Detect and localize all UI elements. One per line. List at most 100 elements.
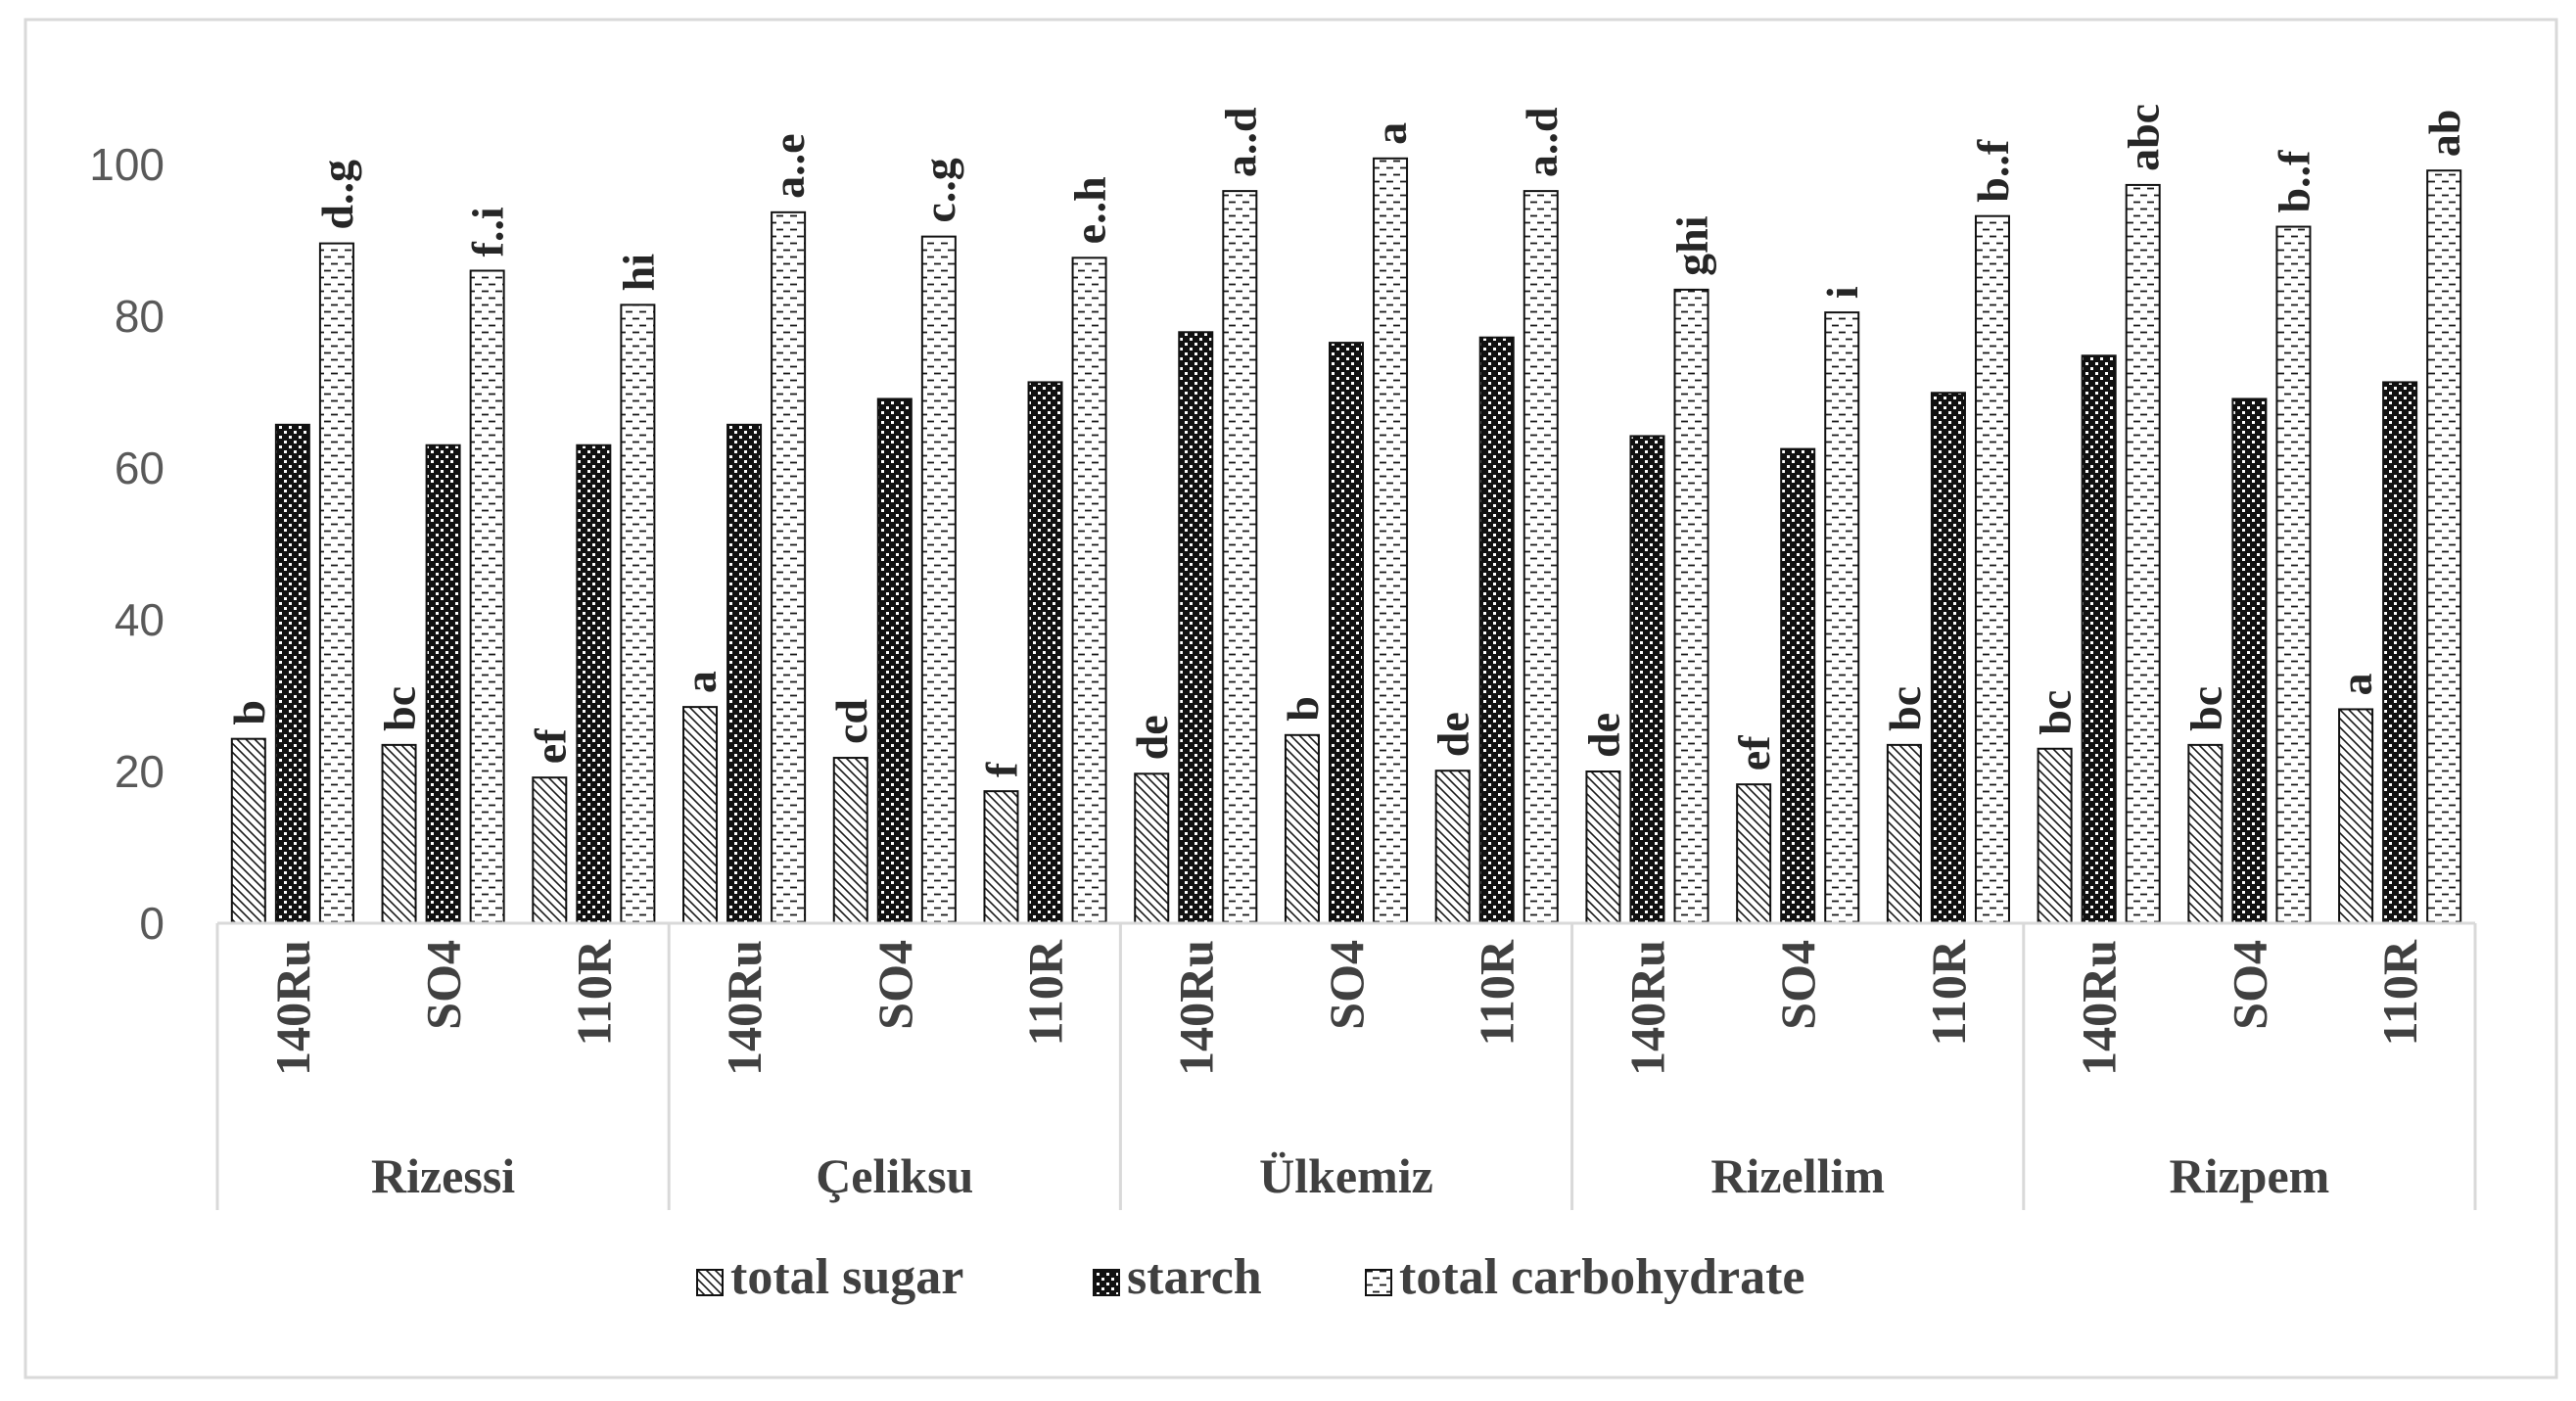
bar-starch [274,423,310,924]
bar-total-sugar [1585,771,1621,924]
category-label: SO4 [1770,940,1825,1030]
category-label: 140Ru [265,940,320,1076]
y-tick-label: 80 [115,291,164,342]
bar-starch [576,444,612,924]
y-tick-label: 0 [139,898,164,949]
bar-total-sugar [2037,747,2073,924]
category-label: 140Ru [717,940,772,1076]
bar-total-carbohydrate [920,235,957,924]
category-label: 110R [1018,939,1073,1046]
bar-total-sugar [983,790,1019,925]
y-tick-label: 60 [115,443,164,493]
group-label: Çeliksu [816,1148,973,1203]
group-label: Rizessi [371,1148,515,1203]
category-label: 110R [1921,939,1976,1046]
data-label: ef [1729,735,1779,771]
chart-border [23,18,2558,1379]
bar-total-sugar [230,737,266,924]
data-label: d..g [312,160,362,230]
bar-labels: b bc ef a cd f de b de de ef bc bc bc a d..g f..i hi a..e c… [224,104,2469,777]
bar-total-carbohydrate [771,210,807,924]
bar-total-carbohydrate [2426,169,2462,924]
category-label: SO4 [416,940,471,1030]
y-tick-label: 40 [115,594,164,645]
data-label: abc [2119,104,2169,171]
bar-total-carbohydrate [1673,288,1710,924]
data-label: de [1429,712,1478,757]
bar-total-sugar [2338,708,2374,925]
y-axis: 0 20 40 60 80 100 [89,139,164,949]
bar-total-carbohydrate [620,304,656,924]
bar-total-carbohydrate [1824,311,1860,924]
legend-label: total sugar [730,1249,963,1305]
bar-starch [1027,381,1063,924]
data-label: a..d [1215,107,1265,177]
bar-total-carbohydrate [2125,183,2161,925]
data-label: f [976,762,1026,777]
data-label: f..i [463,207,513,257]
data-label: ef [525,728,575,764]
bar-total-sugar [532,776,568,925]
data-label: ab [2419,110,2469,158]
bar-total-sugar [1886,743,1922,924]
legend-swatch-total-sugar [696,1269,724,1296]
data-label: e..h [1065,176,1115,244]
bar-total-sugar [1134,772,1170,925]
category-label: SO4 [1319,940,1374,1030]
legend-swatch-starch [1093,1269,1120,1296]
bar-total-carbohydrate [1974,214,2010,924]
category-label: 110R [566,939,621,1046]
bar-total-carbohydrate [1071,257,1107,924]
data-label: de [1127,715,1177,760]
legend-label: total carbohydrate [1399,1249,1804,1305]
category-label: 140Ru [2072,940,2127,1076]
category-label: 140Ru [1168,940,1223,1076]
bar-total-sugar [1736,783,1772,924]
legend-swatch-total-carbohydrate [1365,1269,1392,1296]
data-label: b..f [2269,150,2318,213]
bar-starch [876,397,913,925]
bar-total-sugar [1284,733,1320,924]
bar-total-carbohydrate [318,242,354,925]
data-label: bc [2180,686,2230,731]
data-label: de [1578,713,1628,758]
data-label: a [2331,673,2381,695]
legend-label: starch [1127,1249,1262,1305]
bar-starch [1780,447,1816,924]
bar-starch [1329,342,1364,924]
data-label: a [676,671,726,693]
bar-total-carbohydrate [2275,225,2312,925]
data-label: i [1817,286,1867,299]
bar-starch [1930,392,1966,924]
category-label: SO4 [2222,940,2276,1030]
bar-total-sugar [832,757,868,924]
bar-starch [1178,331,1214,924]
bar-starch [2231,397,2268,925]
bar-total-carbohydrate [1522,190,1559,924]
category-label: 140Ru [1619,940,1674,1076]
x-axis: 140Ru SO4 110R 140Ru SO4 110R 140Ru SO4 110R 140R… [215,921,2477,1210]
data-label: b [1278,696,1328,722]
data-label: cd [826,699,876,744]
bar-starch [425,444,461,924]
bar-total-sugar [1434,770,1471,924]
data-label: b..f [1968,139,2018,203]
data-label: a [1366,122,1416,145]
data-label: a..e [764,133,814,198]
data-label: b [224,700,274,725]
data-label: bc [1880,686,1930,731]
bar-starch [726,423,763,924]
y-tick-label: 20 [115,746,164,797]
group-label: Rizellim [1710,1148,1885,1203]
bar-starch [2081,354,2117,924]
bar-total-sugar [381,743,417,924]
bar-total-carbohydrate [1222,190,1258,924]
bar-total-sugar [682,706,719,924]
group-label: Ülkemiz [1259,1148,1433,1203]
bar-total-carbohydrate [469,269,505,924]
data-label: bc [2031,690,2081,735]
bar-total-sugar [2187,743,2224,924]
legend: total sugar starch total carbohydrate [696,1249,1804,1305]
data-label: bc [375,686,425,731]
